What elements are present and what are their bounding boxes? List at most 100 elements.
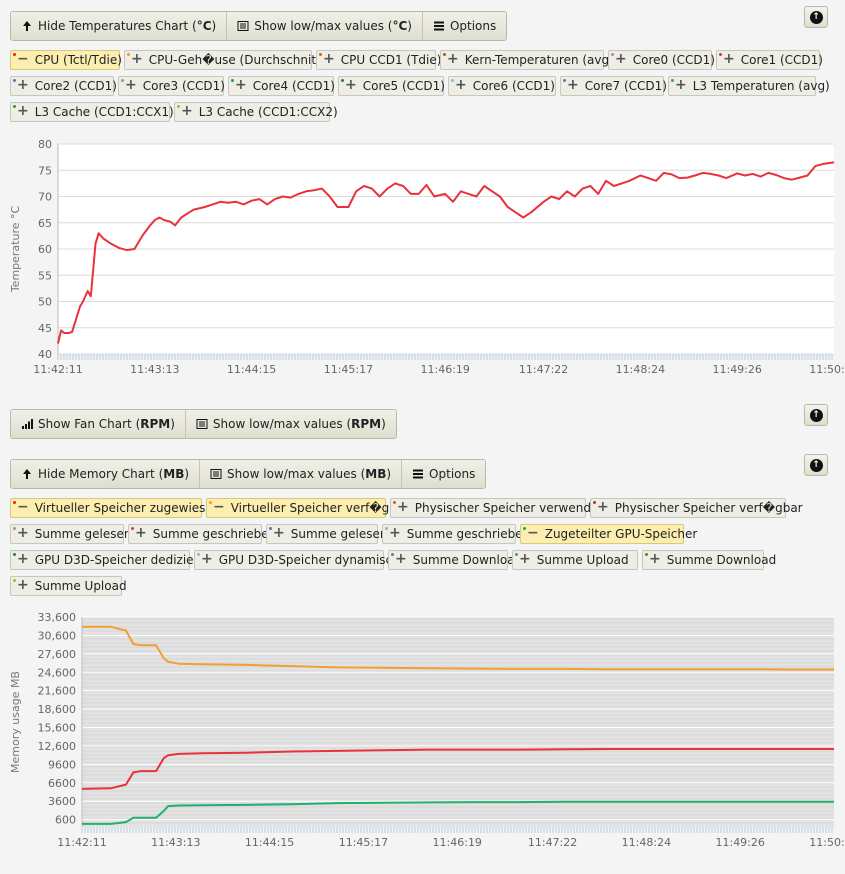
series-color-dot (611, 53, 614, 56)
sensor-toggle[interactable]: − CPU (Tctl/Tdie) (10, 50, 122, 70)
y-tick-label: 75 (38, 164, 52, 177)
sensor-toggle[interactable]: + Summe Upload (10, 576, 127, 596)
sensor-toggle[interactable]: + Summe geschrieben (382, 524, 530, 544)
sensor-toggle[interactable]: + Summe Download (642, 550, 776, 570)
sensor-toggle[interactable]: − Virtueller Speicher verf�gbar (206, 498, 409, 518)
sensor-toggle[interactable]: + Physischer Speicher verf�gbar (590, 498, 803, 518)
sensor-toggle[interactable]: − Virtueller Speicher zugewiesen (10, 498, 220, 518)
options-icon (433, 20, 445, 32)
series-color-dot (269, 527, 272, 530)
sensor-toggle[interactable]: + L3 Cache (CCD1:CCX1) (10, 102, 174, 122)
y-tick-label: 15,600 (38, 722, 77, 735)
minus-icon: − (17, 51, 29, 67)
series-color-dot (451, 79, 454, 82)
x-tick-label: 11:49:26 (715, 836, 764, 849)
plus-icon: + (597, 499, 609, 515)
sensor-toggle[interactable]: + Core6 (CCD1) (448, 76, 556, 96)
memory-options-button[interactable]: Options (402, 460, 486, 488)
sensor-toggle[interactable]: + Core1 (CCD1) (716, 50, 823, 70)
plus-icon: + (273, 525, 285, 541)
sensor-toggle[interactable]: + Core7 (CCD1) (560, 76, 667, 96)
series-color-dot (13, 53, 16, 56)
series-color-dot (13, 79, 16, 82)
sensor-toggle[interactable]: − Zugeteilter GPU-Speicher (520, 524, 697, 544)
plus-icon: + (17, 551, 29, 567)
fan-scroll-top-button[interactable]: ↑ (804, 404, 828, 426)
series-color-dot (341, 79, 344, 82)
plus-icon: + (389, 525, 401, 541)
lowmax-temperature-unit: °C (392, 19, 408, 33)
sensor-toggle-label: Physischer Speicher verwendet (414, 501, 604, 515)
x-tick-label: 11:45:17 (339, 836, 388, 849)
y-tick-label: 21,600 (38, 685, 77, 698)
memory-options-label: Options (429, 467, 476, 481)
plus-icon: + (17, 525, 29, 541)
sensor-toggle[interactable]: + Summe gelesen (10, 524, 132, 544)
sensor-toggle-label: L3 Cache (CCD1:CCX2) (198, 105, 338, 119)
x-tick-label: 11:48:24 (622, 836, 671, 849)
series-color-dot (13, 501, 16, 504)
plus-icon: + (17, 103, 29, 119)
sensor-toggle[interactable]: + Core3 (CCD1) (118, 76, 225, 96)
memory-toolbar: Hide Memory Chart (MB) Show low/max valu… (10, 459, 487, 489)
y-tick-label: 80 (38, 138, 52, 151)
x-tick-label: 11:45:17 (324, 363, 373, 375)
sensor-toggle-label: Summe geschrieben (152, 527, 277, 541)
hide-memory-chart-button[interactable]: Hide Memory Chart (MB) (11, 460, 201, 488)
options-icon (412, 468, 424, 480)
show-lowmax-fan-button[interactable]: Show low/max values (RPM) (185, 410, 396, 438)
sensor-toggle[interactable]: + Summe gelesen (266, 524, 388, 544)
memory-scroll-top-button[interactable]: ↑ (804, 454, 828, 476)
y-tick-label: 18,600 (38, 703, 77, 716)
sensor-toggle[interactable]: + Core0 (CCD1) (608, 50, 715, 70)
series-color-dot (121, 79, 124, 82)
series-color-dot (319, 53, 322, 56)
arrow-up-circle-icon: ↑ (809, 10, 823, 24)
sensor-toggle[interactable]: + L3 Cache (CCD1:CCX2) (174, 102, 338, 122)
list-icon (196, 418, 208, 430)
sensor-toggle[interactable]: + GPU D3D-Speicher dynamisch (194, 550, 400, 570)
hide-memory-label: Hide Memory Chart (38, 467, 155, 481)
show-lowmax-memory-button[interactable]: Show low/max values (MB) (200, 460, 403, 488)
series-color-dot (13, 527, 16, 530)
show-lowmax-temperature-button[interactable]: Show low/max values (°C) (227, 12, 423, 40)
hide-temperatures-chart-button[interactable]: Hide Temperatures Chart (°C) (11, 12, 228, 40)
sensor-toggle[interactable]: + CPU CCD1 (Tdie) (316, 50, 441, 70)
plus-icon: + (17, 77, 29, 93)
plus-icon: + (17, 577, 29, 593)
sensor-toggle[interactable]: + L3 Temperaturen (avg) (668, 76, 830, 96)
sensor-toggle-label: Summe Download (412, 553, 523, 567)
sensor-toggle[interactable]: + Core4 (CCD1) (228, 76, 335, 96)
series-color-dot (131, 527, 134, 530)
sensor-toggle[interactable]: + Kern-Temperaturen (avg) (440, 50, 614, 70)
sensor-toggle[interactable]: + Summe Upload (512, 550, 638, 570)
arrow-up-icon (21, 468, 33, 480)
sensor-toggle-label: Virtueller Speicher verf�gbar (230, 501, 410, 515)
sensor-toggle[interactable]: + Summe Download (388, 550, 522, 570)
sensor-toggle[interactable]: + GPU D3D-Speicher dediziert (10, 550, 203, 570)
minus-icon: − (527, 525, 539, 541)
sensor-toggle[interactable]: + Physischer Speicher verwendet (390, 498, 603, 518)
x-tick-label: 11:47:22 (519, 363, 568, 375)
sensor-toggle[interactable]: + Core2 (CCD1) (10, 76, 117, 96)
plot-area (82, 617, 834, 827)
series-color-dot (13, 105, 16, 108)
y-tick-label: 65 (38, 217, 52, 230)
y-tick-label: 24,600 (38, 666, 77, 679)
series-color-dot (197, 553, 200, 556)
plus-icon: + (723, 51, 735, 67)
show-fan-chart-button[interactable]: Show Fan Chart (RPM) (11, 410, 186, 438)
sensor-toggle-label: Core4 (CCD1) (252, 79, 335, 93)
temperature-scroll-top-button[interactable]: ↑ (804, 6, 828, 28)
list-icon (237, 20, 249, 32)
sensor-toggle[interactable]: + CPU-Geh�use (Durchschnitt) (124, 50, 325, 70)
sensor-toggle-label: Virtueller Speicher zugewiesen (34, 501, 221, 515)
arrow-up-circle-icon: ↑ (809, 458, 823, 472)
sensor-toggle[interactable]: + Summe geschrieben (128, 524, 276, 544)
sensor-toggle-label: CPU (Tctl/Tdie) (34, 53, 122, 67)
sensor-toggle-label: Physischer Speicher verf�gbar (614, 501, 803, 515)
hide-temperatures-label: Hide Temperatures Chart (38, 19, 189, 33)
lowmax-fan-unit: RPM (351, 417, 382, 431)
temperature-options-button[interactable]: Options (422, 12, 507, 40)
sensor-toggle[interactable]: + Core5 (CCD1) (338, 76, 445, 96)
